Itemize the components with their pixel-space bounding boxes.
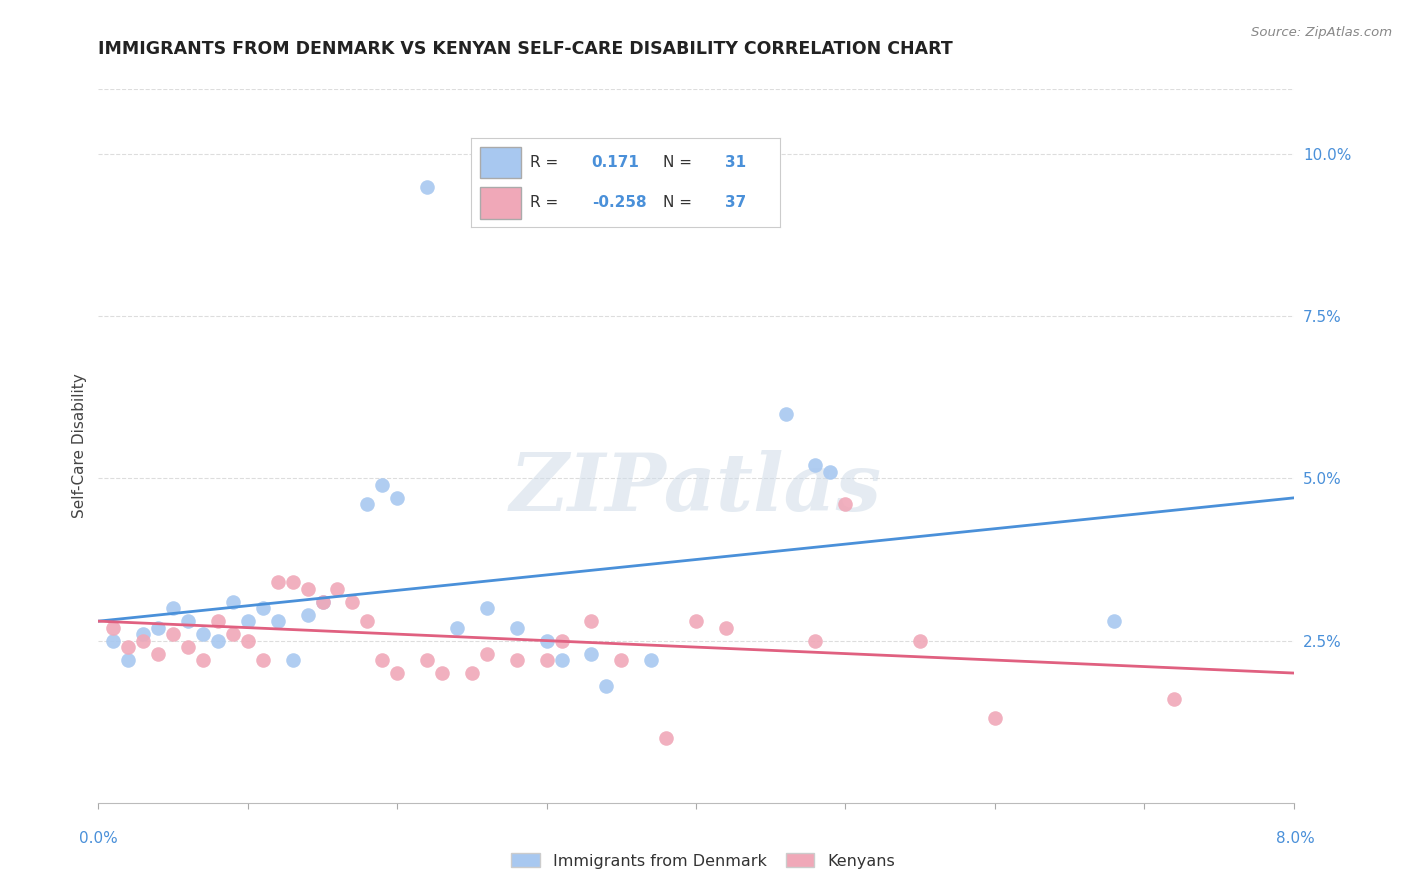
- Point: [117, 640, 139, 654]
- Text: R =: R =: [530, 155, 562, 169]
- Point: [117, 653, 139, 667]
- Point: [775, 407, 797, 421]
- Point: [311, 595, 333, 609]
- Point: [252, 601, 274, 615]
- Point: [385, 666, 409, 681]
- Point: [550, 653, 572, 667]
- Point: [714, 621, 737, 635]
- Point: [162, 601, 184, 615]
- Text: 37: 37: [724, 195, 747, 210]
- Point: [385, 491, 409, 505]
- Point: [416, 179, 439, 194]
- Point: [804, 458, 827, 473]
- Point: [252, 653, 274, 667]
- Text: ZIPatlas: ZIPatlas: [510, 450, 882, 527]
- Text: N =: N =: [662, 155, 696, 169]
- Point: [236, 614, 259, 628]
- Text: Source: ZipAtlas.com: Source: ZipAtlas.com: [1251, 26, 1392, 38]
- Point: [983, 711, 1005, 725]
- Point: [191, 627, 214, 641]
- Point: [356, 497, 378, 511]
- Point: [297, 582, 319, 596]
- Point: [326, 582, 349, 596]
- Point: [132, 627, 155, 641]
- Point: [595, 679, 617, 693]
- Point: [162, 627, 184, 641]
- Point: [1102, 614, 1125, 628]
- Point: [281, 575, 304, 590]
- Point: [207, 614, 229, 628]
- Point: [834, 497, 856, 511]
- Point: [297, 607, 319, 622]
- Point: [536, 653, 558, 667]
- FancyBboxPatch shape: [481, 187, 520, 219]
- Point: [475, 647, 498, 661]
- Point: [804, 633, 827, 648]
- Point: [148, 621, 170, 635]
- Text: 0.171: 0.171: [592, 155, 640, 169]
- Text: 31: 31: [724, 155, 745, 169]
- Point: [506, 621, 529, 635]
- FancyBboxPatch shape: [481, 147, 520, 178]
- Point: [461, 666, 484, 681]
- Point: [908, 633, 931, 648]
- Point: [236, 633, 259, 648]
- Y-axis label: Self-Care Disability: Self-Care Disability: [72, 374, 87, 518]
- Point: [655, 731, 678, 745]
- Point: [267, 614, 290, 628]
- Point: [1163, 692, 1185, 706]
- Point: [506, 653, 529, 667]
- Point: [177, 614, 200, 628]
- Point: [475, 601, 498, 615]
- Point: [281, 653, 304, 667]
- Point: [222, 595, 245, 609]
- Point: [191, 653, 214, 667]
- Point: [222, 627, 245, 641]
- Point: [610, 653, 633, 667]
- Point: [311, 595, 333, 609]
- Point: [685, 614, 707, 628]
- Point: [132, 633, 155, 648]
- Point: [820, 465, 842, 479]
- Text: IMMIGRANTS FROM DENMARK VS KENYAN SELF-CARE DISABILITY CORRELATION CHART: IMMIGRANTS FROM DENMARK VS KENYAN SELF-C…: [98, 40, 953, 58]
- Point: [148, 647, 170, 661]
- Point: [371, 478, 394, 492]
- Text: 8.0%: 8.0%: [1275, 831, 1315, 846]
- Point: [103, 633, 125, 648]
- Text: N =: N =: [662, 195, 696, 210]
- Legend: Immigrants from Denmark, Kenyans: Immigrants from Denmark, Kenyans: [505, 847, 901, 875]
- Point: [640, 653, 662, 667]
- Text: 0.0%: 0.0%: [79, 831, 118, 846]
- Point: [581, 647, 603, 661]
- Text: R =: R =: [530, 195, 562, 210]
- Point: [103, 621, 125, 635]
- Text: -0.258: -0.258: [592, 195, 647, 210]
- Point: [581, 614, 603, 628]
- Point: [177, 640, 200, 654]
- Point: [446, 621, 468, 635]
- Point: [536, 633, 558, 648]
- Point: [550, 633, 572, 648]
- Point: [207, 633, 229, 648]
- Point: [430, 666, 453, 681]
- Point: [342, 595, 364, 609]
- Point: [356, 614, 378, 628]
- Point: [267, 575, 290, 590]
- Point: [371, 653, 394, 667]
- Point: [416, 653, 439, 667]
